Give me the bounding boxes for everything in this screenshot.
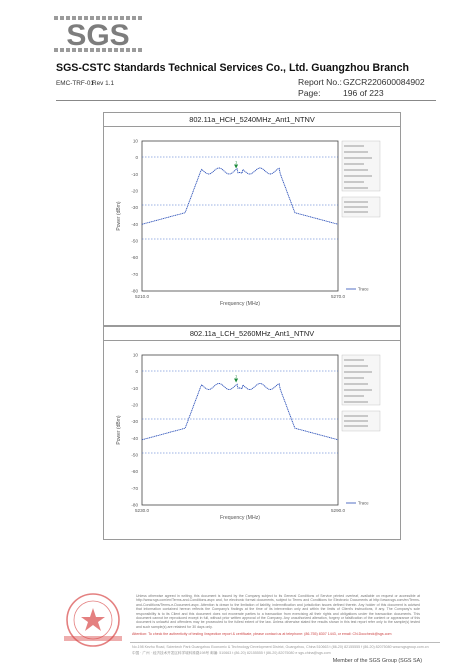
spectrum-trace — [141, 167, 339, 225]
footer-divider — [130, 642, 440, 643]
y-tick-label: -40 — [131, 436, 138, 441]
header-divider — [56, 100, 436, 101]
spectrum-trace — [141, 383, 339, 441]
plot-frame — [141, 354, 339, 506]
settings-panel — [341, 140, 381, 192]
y-tick-label: -10 — [131, 172, 138, 177]
marker-flag — [234, 378, 239, 383]
y-tick-label: -50 — [131, 453, 138, 458]
legend-label: Trace — [358, 287, 369, 292]
y-tick-label: 0 — [135, 155, 138, 160]
test-seal-stamp — [64, 593, 122, 647]
y-tick-label: -50 — [131, 239, 138, 244]
address-english: No.198 Kezhu Road, Scientech Park Guangz… — [132, 645, 429, 649]
page-label: Page: — [298, 88, 321, 98]
plot-frame — [141, 140, 339, 292]
y-tick-label: -40 — [131, 222, 138, 227]
spectrum-plot-2: 10 0 -10 -20 -30 -40 -50 -60 -70 -80 Power (dBm) Fr… — [116, 353, 381, 521]
company-name: SGS-CSTC Standards Technical Services Co… — [56, 62, 409, 74]
plot-title-1: 802.11a_HCH_5240MHz_Ant1_NTNV — [104, 113, 400, 127]
address-chinese: 中国 · 广州 · 经济技术开发区科学城科珠路198号 邮编: 510663 t… — [132, 651, 331, 655]
y-tick-label: 10 — [133, 353, 139, 358]
y-tick-label: -30 — [131, 419, 138, 424]
spectrum-plot-1: 10 0 -10 -20 -30 -40 -50 -60 -70 -80 Power (dBm) Fr… — [116, 139, 381, 307]
legend-label: Trace — [358, 501, 369, 506]
y-tick-label: -70 — [131, 272, 138, 277]
y-axis-label: Power (dBm) — [116, 415, 122, 445]
attention-note: Attention: To check the authenticity of … — [132, 632, 392, 636]
y-tick-label: -60 — [131, 469, 138, 474]
report-no-label: Report No.: — [298, 77, 342, 87]
report-no: GZCR220600084902 — [343, 77, 425, 87]
y-tick-label: -80 — [131, 503, 138, 508]
y-tick-label: -80 — [131, 289, 138, 294]
marker-label: 1 — [235, 374, 238, 379]
x-axis-label: Frequency (MHz) — [220, 301, 260, 307]
sgs-logo: SGS — [52, 14, 144, 54]
form-code: EMC-TRF-01 — [56, 80, 94, 87]
y-tick-label: -70 — [131, 486, 138, 491]
legal-notice: Unless otherwise agreed in writing, this… — [136, 594, 420, 629]
x-start-label: 5230.0 — [135, 508, 149, 513]
settings-panel — [341, 354, 381, 406]
x-axis-label: Frequency (MHz) — [220, 515, 260, 521]
y-tick-label: -30 — [131, 205, 138, 210]
x-start-label: 5210.0 — [135, 294, 149, 299]
member-note: Member of the SGS Group (SGS SA) — [332, 658, 422, 664]
y-tick-label: -20 — [131, 189, 138, 194]
marker-label: 1 — [235, 160, 238, 165]
plot-panel-1: 802.11a_HCH_5240MHz_Ant1_NTNV 10 0 -10 -20 -… — [103, 112, 401, 326]
revision: Rev 1.1 — [92, 80, 115, 87]
y-axis-label: Power (dBm) — [116, 201, 122, 231]
y-tick-label: 10 — [133, 139, 139, 144]
x-end-label: 5270.0 — [331, 294, 345, 299]
y-tick-label: -20 — [131, 403, 138, 408]
y-tick-label: -60 — [131, 255, 138, 260]
y-tick-label: -10 — [131, 386, 138, 391]
plot-title-2: 802.11a_LCH_5260MHz_Ant1_NTNV — [104, 327, 400, 341]
logo-text: SGS — [66, 19, 129, 52]
page-value: 196 of 223 — [343, 88, 384, 98]
marker-flag — [234, 164, 239, 169]
x-end-label: 5290.0 — [331, 508, 345, 513]
y-tick-label: 0 — [135, 369, 138, 374]
plot-panel-2: 802.11a_LCH_5260MHz_Ant1_NTNV 10 0 -10 -20 -… — [103, 326, 401, 540]
